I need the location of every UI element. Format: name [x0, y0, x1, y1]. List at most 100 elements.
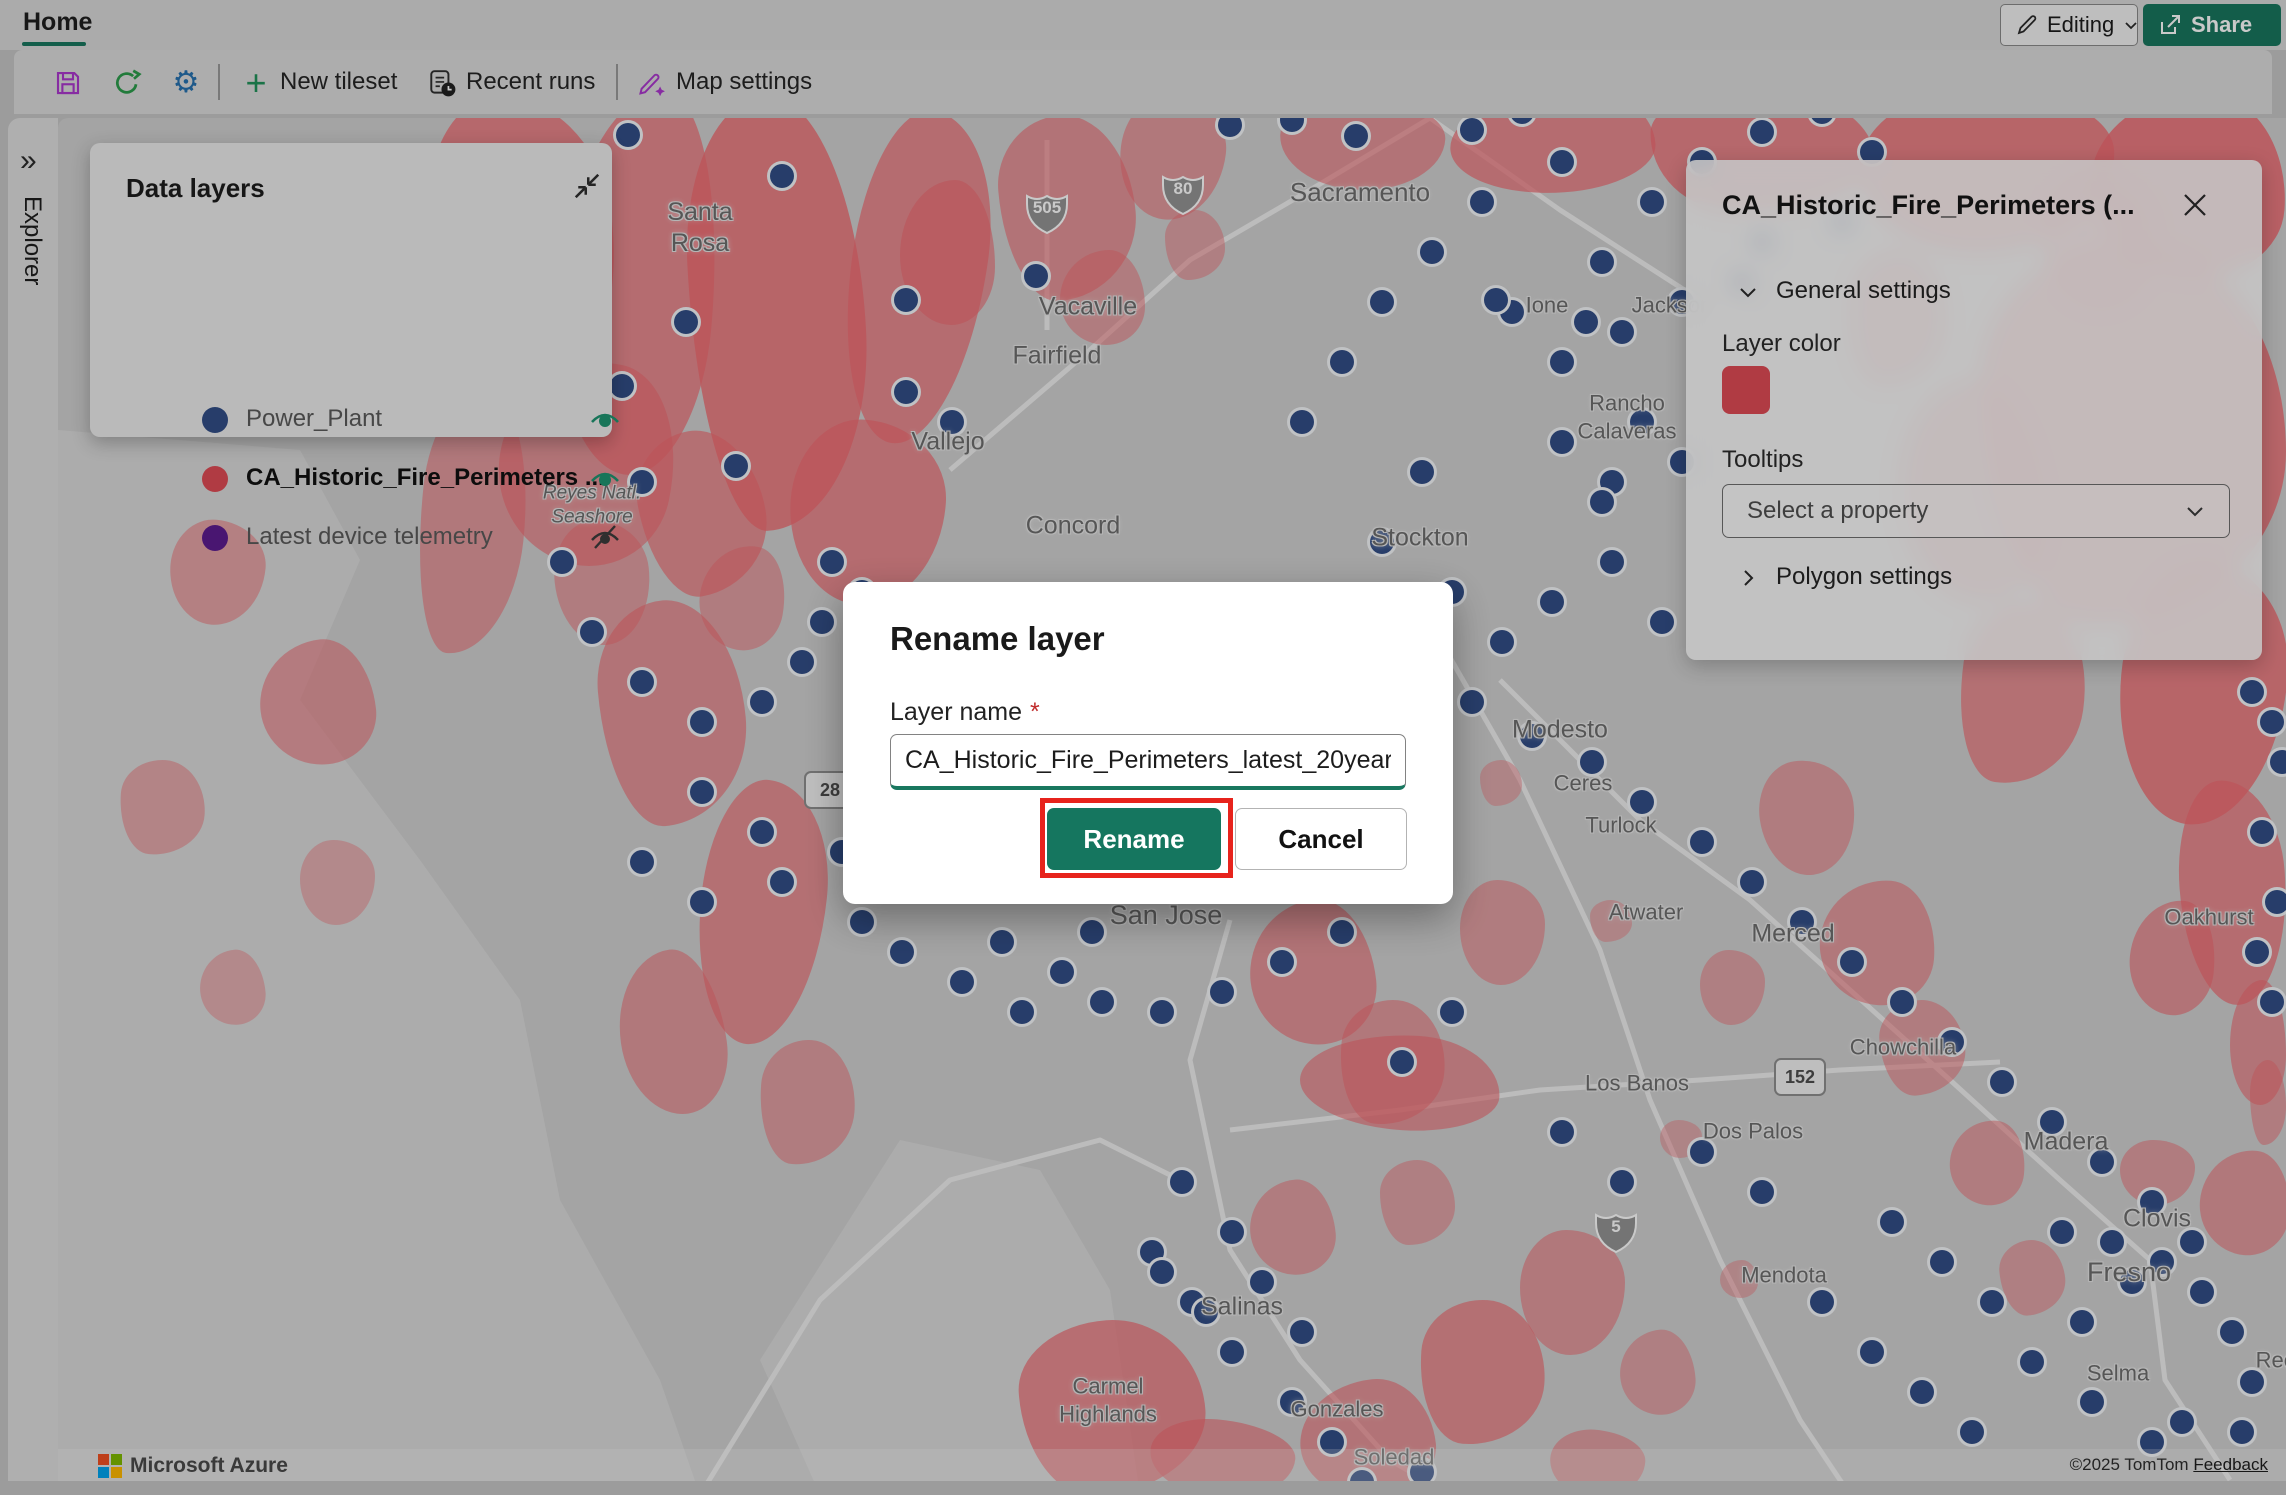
- power-plant-point: [1327, 917, 1357, 947]
- power-plant-point: [1407, 457, 1437, 487]
- power-plant-point: [1217, 1337, 1247, 1367]
- layer-row-power-plant[interactable]: Power_Plant: [90, 394, 619, 446]
- dialog-title: Rename layer: [890, 620, 1105, 657]
- power-plant-point: [1937, 1027, 1967, 1057]
- microsoft-logo: [98, 1454, 122, 1478]
- expand-explorer-icon[interactable]: »: [20, 144, 37, 177]
- power-plant-point: [2257, 987, 2286, 1017]
- power-plant-point: [1007, 997, 1037, 1027]
- fire-perimeter-polygon: [1590, 900, 1632, 942]
- power-plant-point: [1457, 687, 1487, 717]
- visibility-eye-icon[interactable]: [588, 404, 622, 434]
- toolbar-divider: [616, 64, 618, 100]
- layer-row-device-telemetry[interactable]: Latest device telemetry: [90, 512, 619, 564]
- settings-gear-button[interactable]: ⚙: [170, 67, 202, 99]
- map-city-label: Reedley: [2255, 1347, 2286, 1373]
- map-city-label: Turlock: [1585, 812, 1657, 838]
- tab-home[interactable]: Home: [23, 8, 93, 36]
- power-plant-point: [1607, 1167, 1637, 1197]
- power-plant-point: [2257, 707, 2286, 737]
- power-plant-point: [613, 120, 643, 150]
- tooltips-property-dropdown[interactable]: Select a property: [1722, 484, 2230, 538]
- power-plant-point: [747, 817, 777, 847]
- explorer-rail: » Explorer: [8, 118, 58, 1481]
- polygon-settings-section-header[interactable]: Polygon settings: [1686, 558, 2262, 598]
- power-plant-point: [1627, 787, 1657, 817]
- power-plant-point: [2247, 817, 2277, 847]
- power-plant-point: [1747, 1177, 1777, 1207]
- power-plant-point: [1147, 1257, 1177, 1287]
- power-plant-point: [1547, 347, 1577, 377]
- rename-button[interactable]: Rename: [1047, 808, 1221, 870]
- general-settings-section-header[interactable]: General settings: [1686, 272, 2262, 312]
- layer-name: CA_Historic_Fire_Perimeters ...: [246, 464, 605, 491]
- power-plant-point: [1217, 1217, 1247, 1247]
- data-layers-title: Data layers: [126, 173, 265, 203]
- power-plant-point: [1837, 947, 1867, 977]
- map-city-label: Ceres: [1553, 770, 1613, 796]
- map-settings-icon[interactable]: [636, 67, 668, 99]
- power-plant-point: [987, 927, 1017, 957]
- visibility-eye-icon[interactable]: [588, 463, 622, 493]
- power-plant-point: [1327, 347, 1357, 377]
- layer-color-swatch[interactable]: [1722, 366, 1770, 414]
- top-bar: Home Editing Share: [0, 0, 2286, 50]
- power-plant-point: [1417, 237, 1447, 267]
- recent-runs-icon[interactable]: [426, 67, 458, 99]
- power-plant-point: [1437, 997, 1467, 1027]
- explorer-label: Explorer: [19, 196, 46, 286]
- power-plant-point: [1597, 547, 1627, 577]
- copyright-text: ©2025 TomTom: [2069, 1455, 2189, 1474]
- layer-color-label: Layer color: [1722, 330, 1841, 357]
- power-plant-point: [2187, 1277, 2217, 1307]
- chevron-down-icon: [2122, 16, 2140, 34]
- power-plant-point: [891, 377, 921, 407]
- power-plant-point: [747, 687, 777, 717]
- map-settings-button[interactable]: Map settings: [676, 68, 813, 95]
- power-plant-point: [2017, 1347, 2047, 1377]
- power-plant-point: [1077, 917, 1107, 947]
- power-plant-point: [687, 777, 717, 807]
- power-plant-point: [1047, 957, 1077, 987]
- map-city-label: Madera: [2023, 1127, 2109, 1156]
- power-plant-point: [1587, 487, 1617, 517]
- power-plant-point: [1687, 827, 1717, 857]
- new-tileset-plus-icon[interactable]: +: [245, 62, 267, 103]
- power-plant-point: [627, 847, 657, 877]
- map-city-label: Concord: [1025, 511, 1121, 540]
- power-plant-point: [1367, 287, 1397, 317]
- layer-name-input[interactable]: [890, 734, 1406, 790]
- share-button[interactable]: Share: [2143, 4, 2281, 46]
- layer-color-dot: [202, 466, 228, 492]
- close-icon[interactable]: [2180, 190, 2210, 220]
- layer-row-fire-perimeters[interactable]: CA_Historic_Fire_Perimeters ...: [90, 453, 619, 505]
- power-plant-point: [1267, 947, 1297, 977]
- power-plant-point: [1687, 1137, 1717, 1167]
- chevron-down-icon: [1736, 280, 1760, 304]
- power-plant-point: [1547, 427, 1577, 457]
- recent-runs-button[interactable]: Recent runs: [466, 68, 596, 95]
- editing-mode-dropdown[interactable]: Editing: [2000, 4, 2138, 46]
- map-city-label: Merced: [1751, 919, 1835, 948]
- map-city-label: Santa Rosa: [667, 197, 733, 257]
- power-plant-point: [1807, 1287, 1837, 1317]
- save-button[interactable]: [52, 67, 84, 99]
- feedback-link[interactable]: Feedback: [2193, 1455, 2268, 1474]
- power-plant-point: [577, 617, 607, 647]
- chevron-down-icon: [2183, 499, 2207, 523]
- fire-perimeter-polygon: [1480, 760, 1522, 806]
- power-plant-point: [1787, 907, 1817, 937]
- map-city-label: Stockton: [1371, 523, 1469, 552]
- power-plant-point: [1537, 587, 1567, 617]
- power-plant-point: [2077, 1387, 2107, 1417]
- power-plant-point: [721, 451, 751, 481]
- power-plant-point: [2267, 747, 2286, 777]
- power-plant-point: [1247, 1267, 1277, 1297]
- power-plant-point: [2237, 677, 2267, 707]
- collapse-panel-icon[interactable]: [572, 171, 602, 201]
- refresh-button[interactable]: [111, 67, 143, 99]
- layer-name: Latest device telemetry: [246, 523, 493, 550]
- cancel-button[interactable]: Cancel: [1235, 808, 1407, 870]
- visibility-eye-off-icon[interactable]: [588, 522, 622, 552]
- new-tileset-button[interactable]: New tileset: [280, 68, 398, 95]
